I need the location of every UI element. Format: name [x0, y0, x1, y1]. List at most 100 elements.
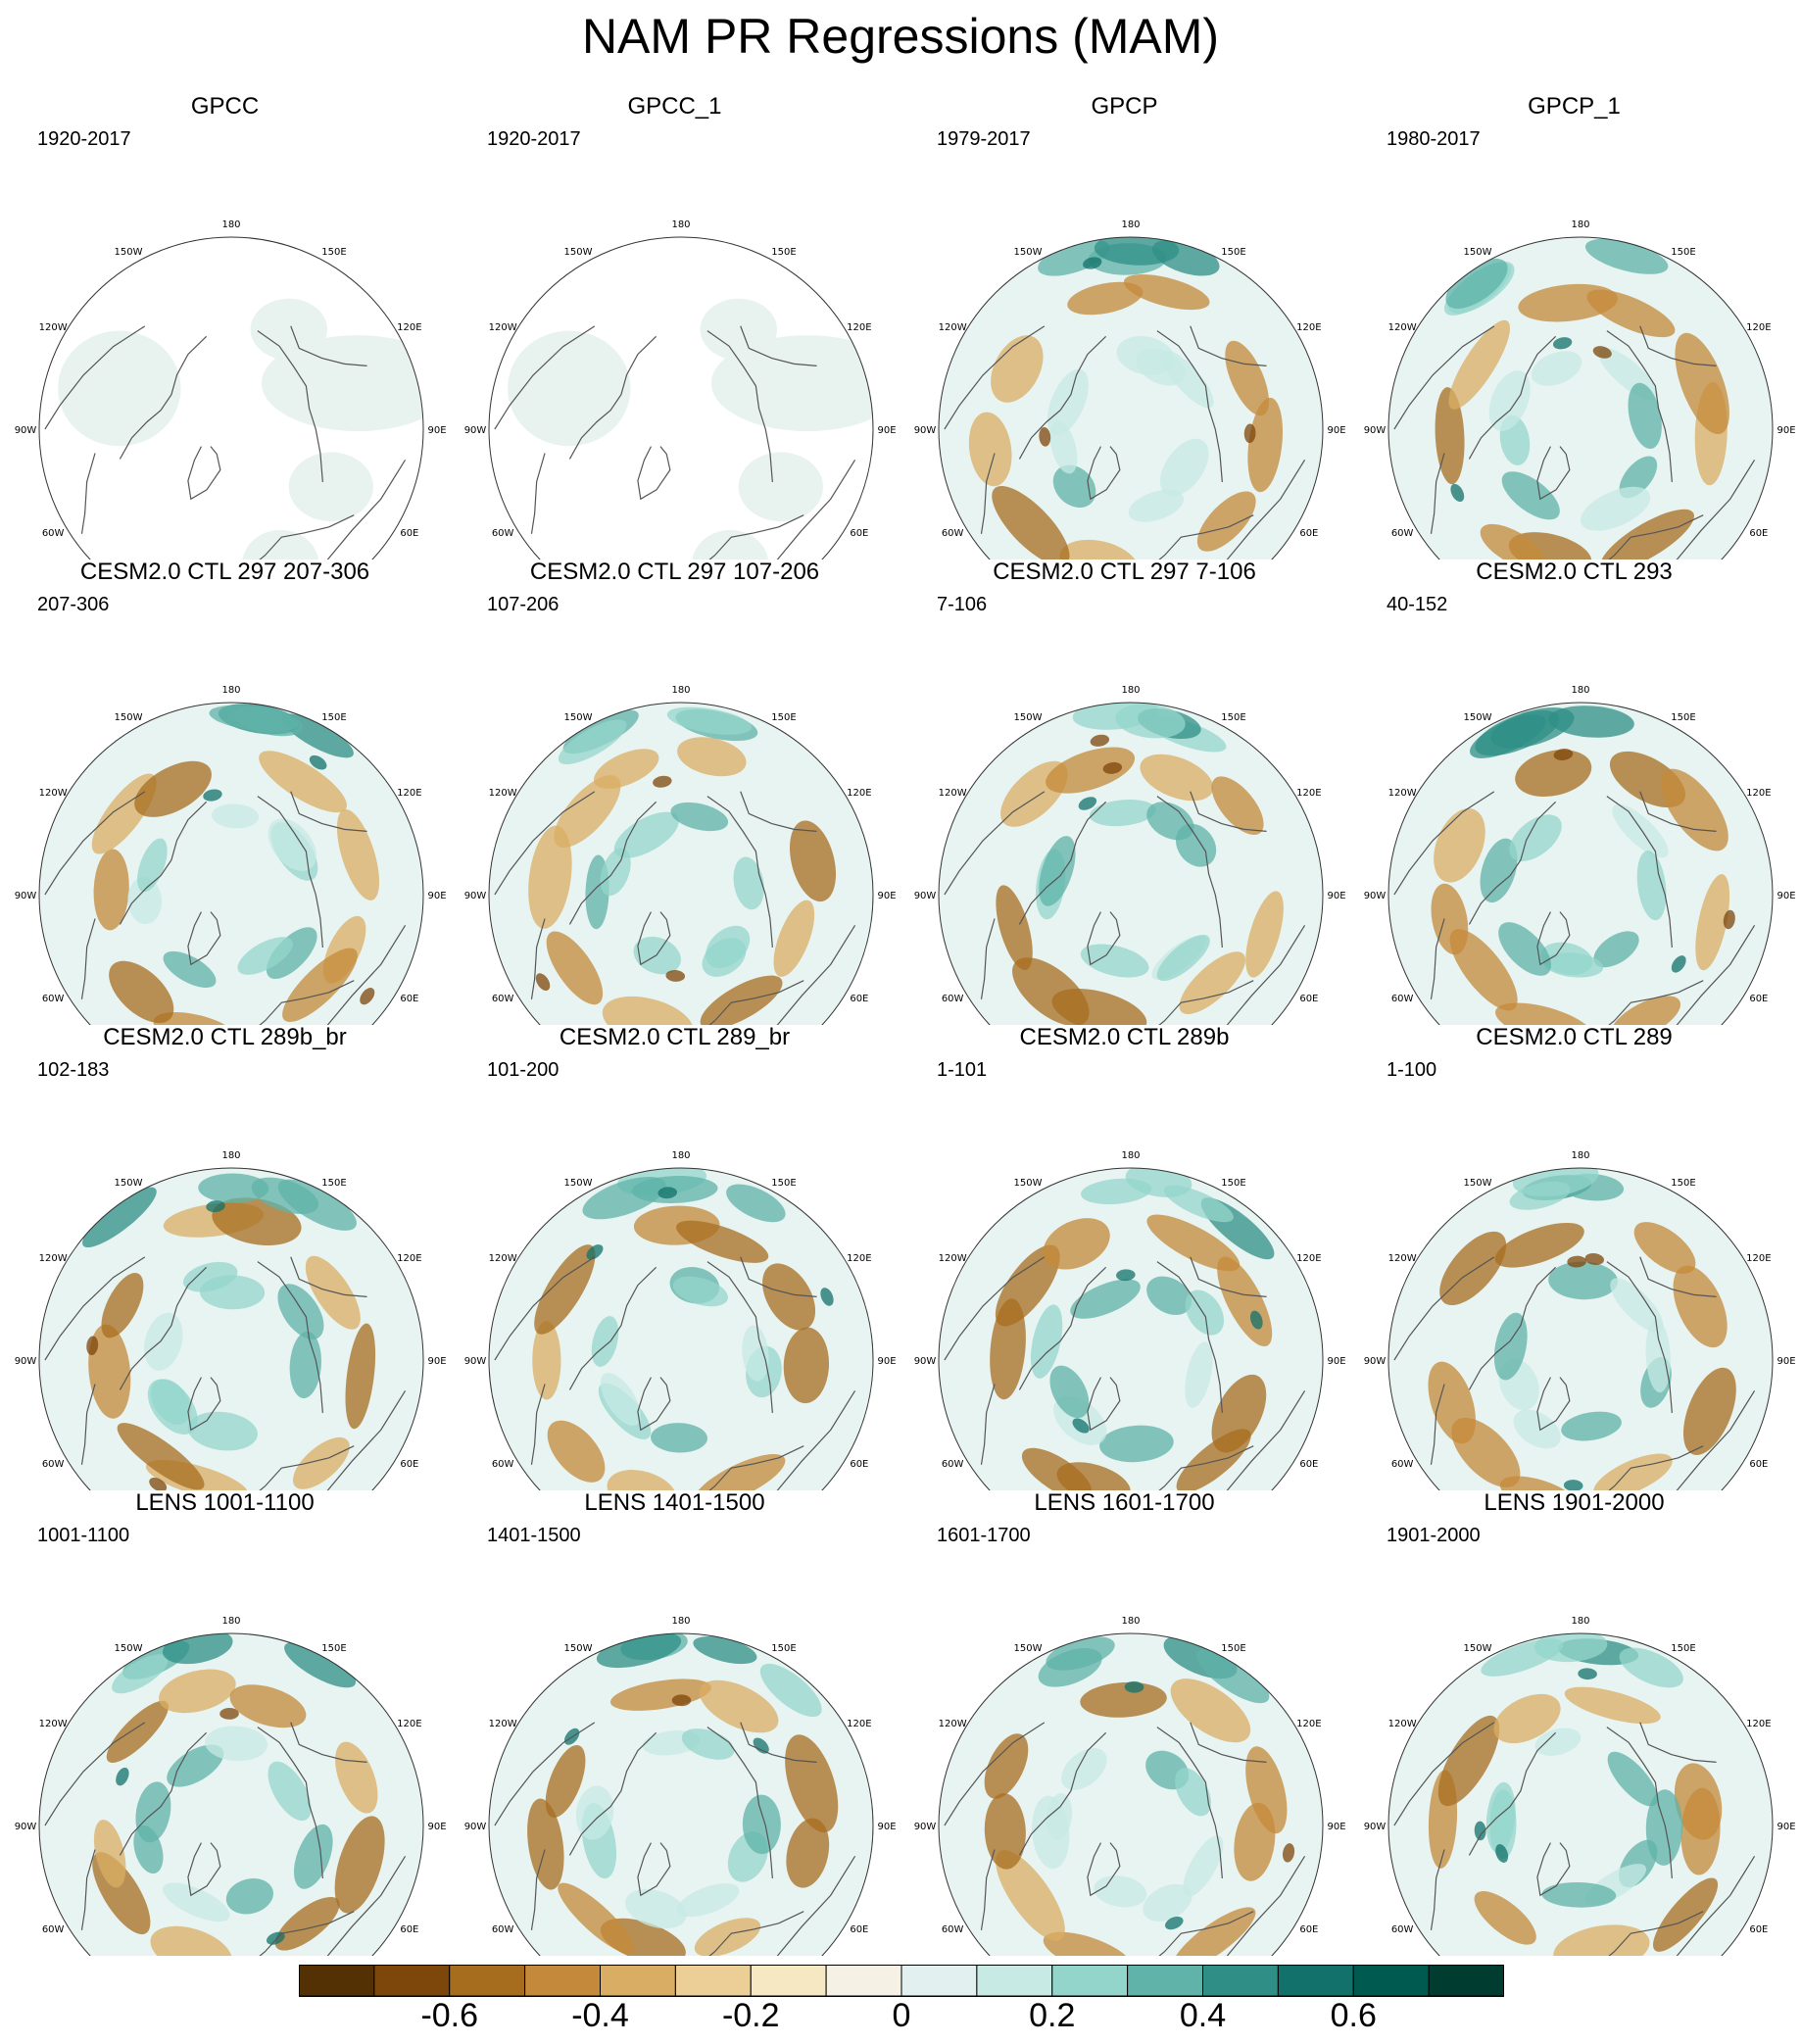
- longitude-label: 150W: [1464, 247, 1492, 258]
- longitude-label: 150W: [564, 1643, 593, 1654]
- anomaly-field: [39, 1633, 423, 1956]
- longitude-label: 60E: [400, 1459, 418, 1470]
- polar-map: 180150E120E90E60E30E030W60W90W120W150W: [1364, 685, 1796, 1025]
- panel-period-label: 101-200: [487, 1059, 560, 1081]
- colorbar: [299, 1965, 1504, 1997]
- longitude-label: 90W: [15, 1356, 37, 1367]
- longitude-label: 90W: [464, 891, 487, 901]
- colorbar-swatch: [1428, 1965, 1504, 1997]
- polar-map: 180150E120E90E60E30E030W60W90W120W150W: [914, 219, 1346, 560]
- map-frame: [488, 1167, 874, 1490]
- longitude-label: 150W: [564, 247, 593, 258]
- anomaly-field: [39, 703, 423, 1025]
- longitude-label: 150E: [771, 1178, 796, 1189]
- panel-period-label: 1980-2017: [1387, 128, 1481, 150]
- panel-period-label: 207-306: [37, 594, 110, 615]
- panel-period-label: 1401-1500: [487, 1525, 581, 1546]
- longitude-label: 60W: [42, 994, 65, 1004]
- panel-period-label: 40-152: [1387, 594, 1448, 615]
- longitude-label: 90W: [914, 1822, 937, 1832]
- panel-title: CESM2.0 CTL 297 7-106: [993, 559, 1256, 585]
- longitude-label: 120E: [847, 322, 871, 333]
- longitude-label: 90W: [1364, 425, 1387, 436]
- longitude-label: 90W: [914, 1356, 937, 1367]
- anomaly-field: [939, 237, 1323, 560]
- polar-map: 180150E120E90E60E30E030W60W90W120W150W: [464, 219, 897, 560]
- longitude-label: 120W: [1388, 1253, 1417, 1264]
- panel-title: LENS 1601-1700: [1034, 1489, 1215, 1516]
- longitude-label: 90W: [1364, 1356, 1387, 1367]
- panel-period-label: 1920-2017: [487, 128, 581, 150]
- longitude-label: 150E: [1221, 1643, 1245, 1654]
- longitude-label: 180: [671, 1616, 690, 1627]
- anomaly-field: [939, 703, 1323, 1025]
- longitude-label: 60W: [42, 1924, 65, 1935]
- map-frame: [488, 236, 874, 560]
- longitude-label: 90E: [1777, 1356, 1795, 1367]
- longitude-label: 150E: [321, 1643, 346, 1654]
- longitude-label: 90W: [15, 891, 37, 901]
- map-panel: CESM2.0 CTL 2891-100180150E120E90E60E30E…: [1349, 1024, 1799, 1490]
- colorbar-swatch: [1202, 1965, 1279, 1997]
- panel-period-label: 1-100: [1387, 1059, 1437, 1081]
- colorbar-tick-label: 0: [892, 1997, 911, 2034]
- longitude-label: 90W: [1364, 891, 1387, 901]
- longitude-label: 120E: [397, 1253, 421, 1264]
- map-panel: GPCP1979-2017180150E120E90E60E30E030W60W…: [900, 93, 1349, 560]
- longitude-label: 180: [221, 219, 240, 230]
- anomaly-field: [489, 237, 873, 560]
- map-panel: LENS 1901-2000 1901-2000 180 150E 120E 90E 60E…: [1349, 1489, 1799, 1956]
- figure-title: NAM PR Regressions (MAM): [581, 9, 1220, 64]
- polar-map: 180150E120E90E60E30E030W60W90W120W150W: [914, 1616, 1346, 1956]
- longitude-label: 60E: [1749, 1924, 1768, 1935]
- longitude-label: 90E: [427, 891, 446, 901]
- longitude-label: 150E: [321, 247, 346, 258]
- longitude-label: 60E: [850, 528, 868, 539]
- map-panel: CESM2.0 CTL 289_br 101-200 180 150E 120E 90E 6…: [450, 1024, 900, 1490]
- colorbar-swatch: [299, 1965, 375, 1997]
- panel-title: GPCP_1: [1528, 93, 1621, 120]
- longitude-label: 120E: [1746, 1719, 1771, 1729]
- colorbar-swatch: [825, 1965, 902, 1997]
- longitude-label: 60E: [1749, 994, 1768, 1004]
- longitude-label: 120W: [489, 1719, 517, 1729]
- colorbar-tick-label: 0.6: [1330, 1997, 1377, 2034]
- map-panel: GPCC1920-2017180150E120E90E60E30E030W60W…: [0, 93, 450, 560]
- longitude-label: 120W: [39, 1253, 68, 1264]
- longitude-label: 60W: [42, 1459, 65, 1470]
- polar-map: 180150E120E90E60E30E030W60W90W120W150W: [15, 1150, 447, 1490]
- longitude-label: 90E: [877, 1822, 896, 1832]
- panel-title: CESM2.0 CTL 289b_br: [103, 1024, 347, 1050]
- longitude-label: 150E: [1671, 1178, 1695, 1189]
- longitude-label: 180: [1571, 1616, 1589, 1627]
- map-frame: [938, 1167, 1324, 1490]
- anomaly-field: [39, 237, 423, 560]
- colorbar-swatch: [976, 1965, 1053, 1997]
- longitude-label: 60E: [1749, 528, 1768, 539]
- longitude-label: 60W: [492, 1924, 514, 1935]
- longitude-label: 150W: [115, 1178, 143, 1189]
- map-frame: [1387, 1167, 1774, 1490]
- longitude-label: 150W: [1014, 1643, 1043, 1654]
- longitude-label: 60E: [850, 1459, 868, 1470]
- panel-title: GPCP: [1091, 93, 1158, 120]
- polar-map: 180150E120E90E60E30E030W60W90W120W150W: [914, 685, 1346, 1025]
- map-panel: LENS 1001-1100 1001-1100 180 150E 120E 90E 60E…: [0, 1489, 450, 1956]
- longitude-label: 60E: [1299, 994, 1318, 1004]
- panel-title: LENS 1901-2000: [1484, 1489, 1665, 1516]
- longitude-label: 120E: [1296, 1253, 1321, 1264]
- colorbar-swatch: [1051, 1965, 1129, 1997]
- longitude-label: 180: [1121, 219, 1140, 230]
- colorbar-tick-label: -0.2: [721, 1997, 780, 2034]
- longitude-label: 90W: [464, 1822, 487, 1832]
- longitude-label: 180: [671, 219, 690, 230]
- colorbar-swatch: [524, 1965, 601, 1997]
- longitude-label: 120W: [489, 1253, 517, 1264]
- panel-title: CESM2.0 CTL 289: [1476, 1024, 1673, 1050]
- polar-map: 180150E120E90E60E30E030W60W90W120W150W: [1364, 219, 1796, 560]
- anomaly-field: [489, 703, 873, 1025]
- longitude-label: 120E: [1746, 788, 1771, 799]
- panel-period-label: 1901-2000: [1387, 1525, 1481, 1546]
- map-frame: [1387, 702, 1774, 1025]
- longitude-label: 180: [1571, 219, 1589, 230]
